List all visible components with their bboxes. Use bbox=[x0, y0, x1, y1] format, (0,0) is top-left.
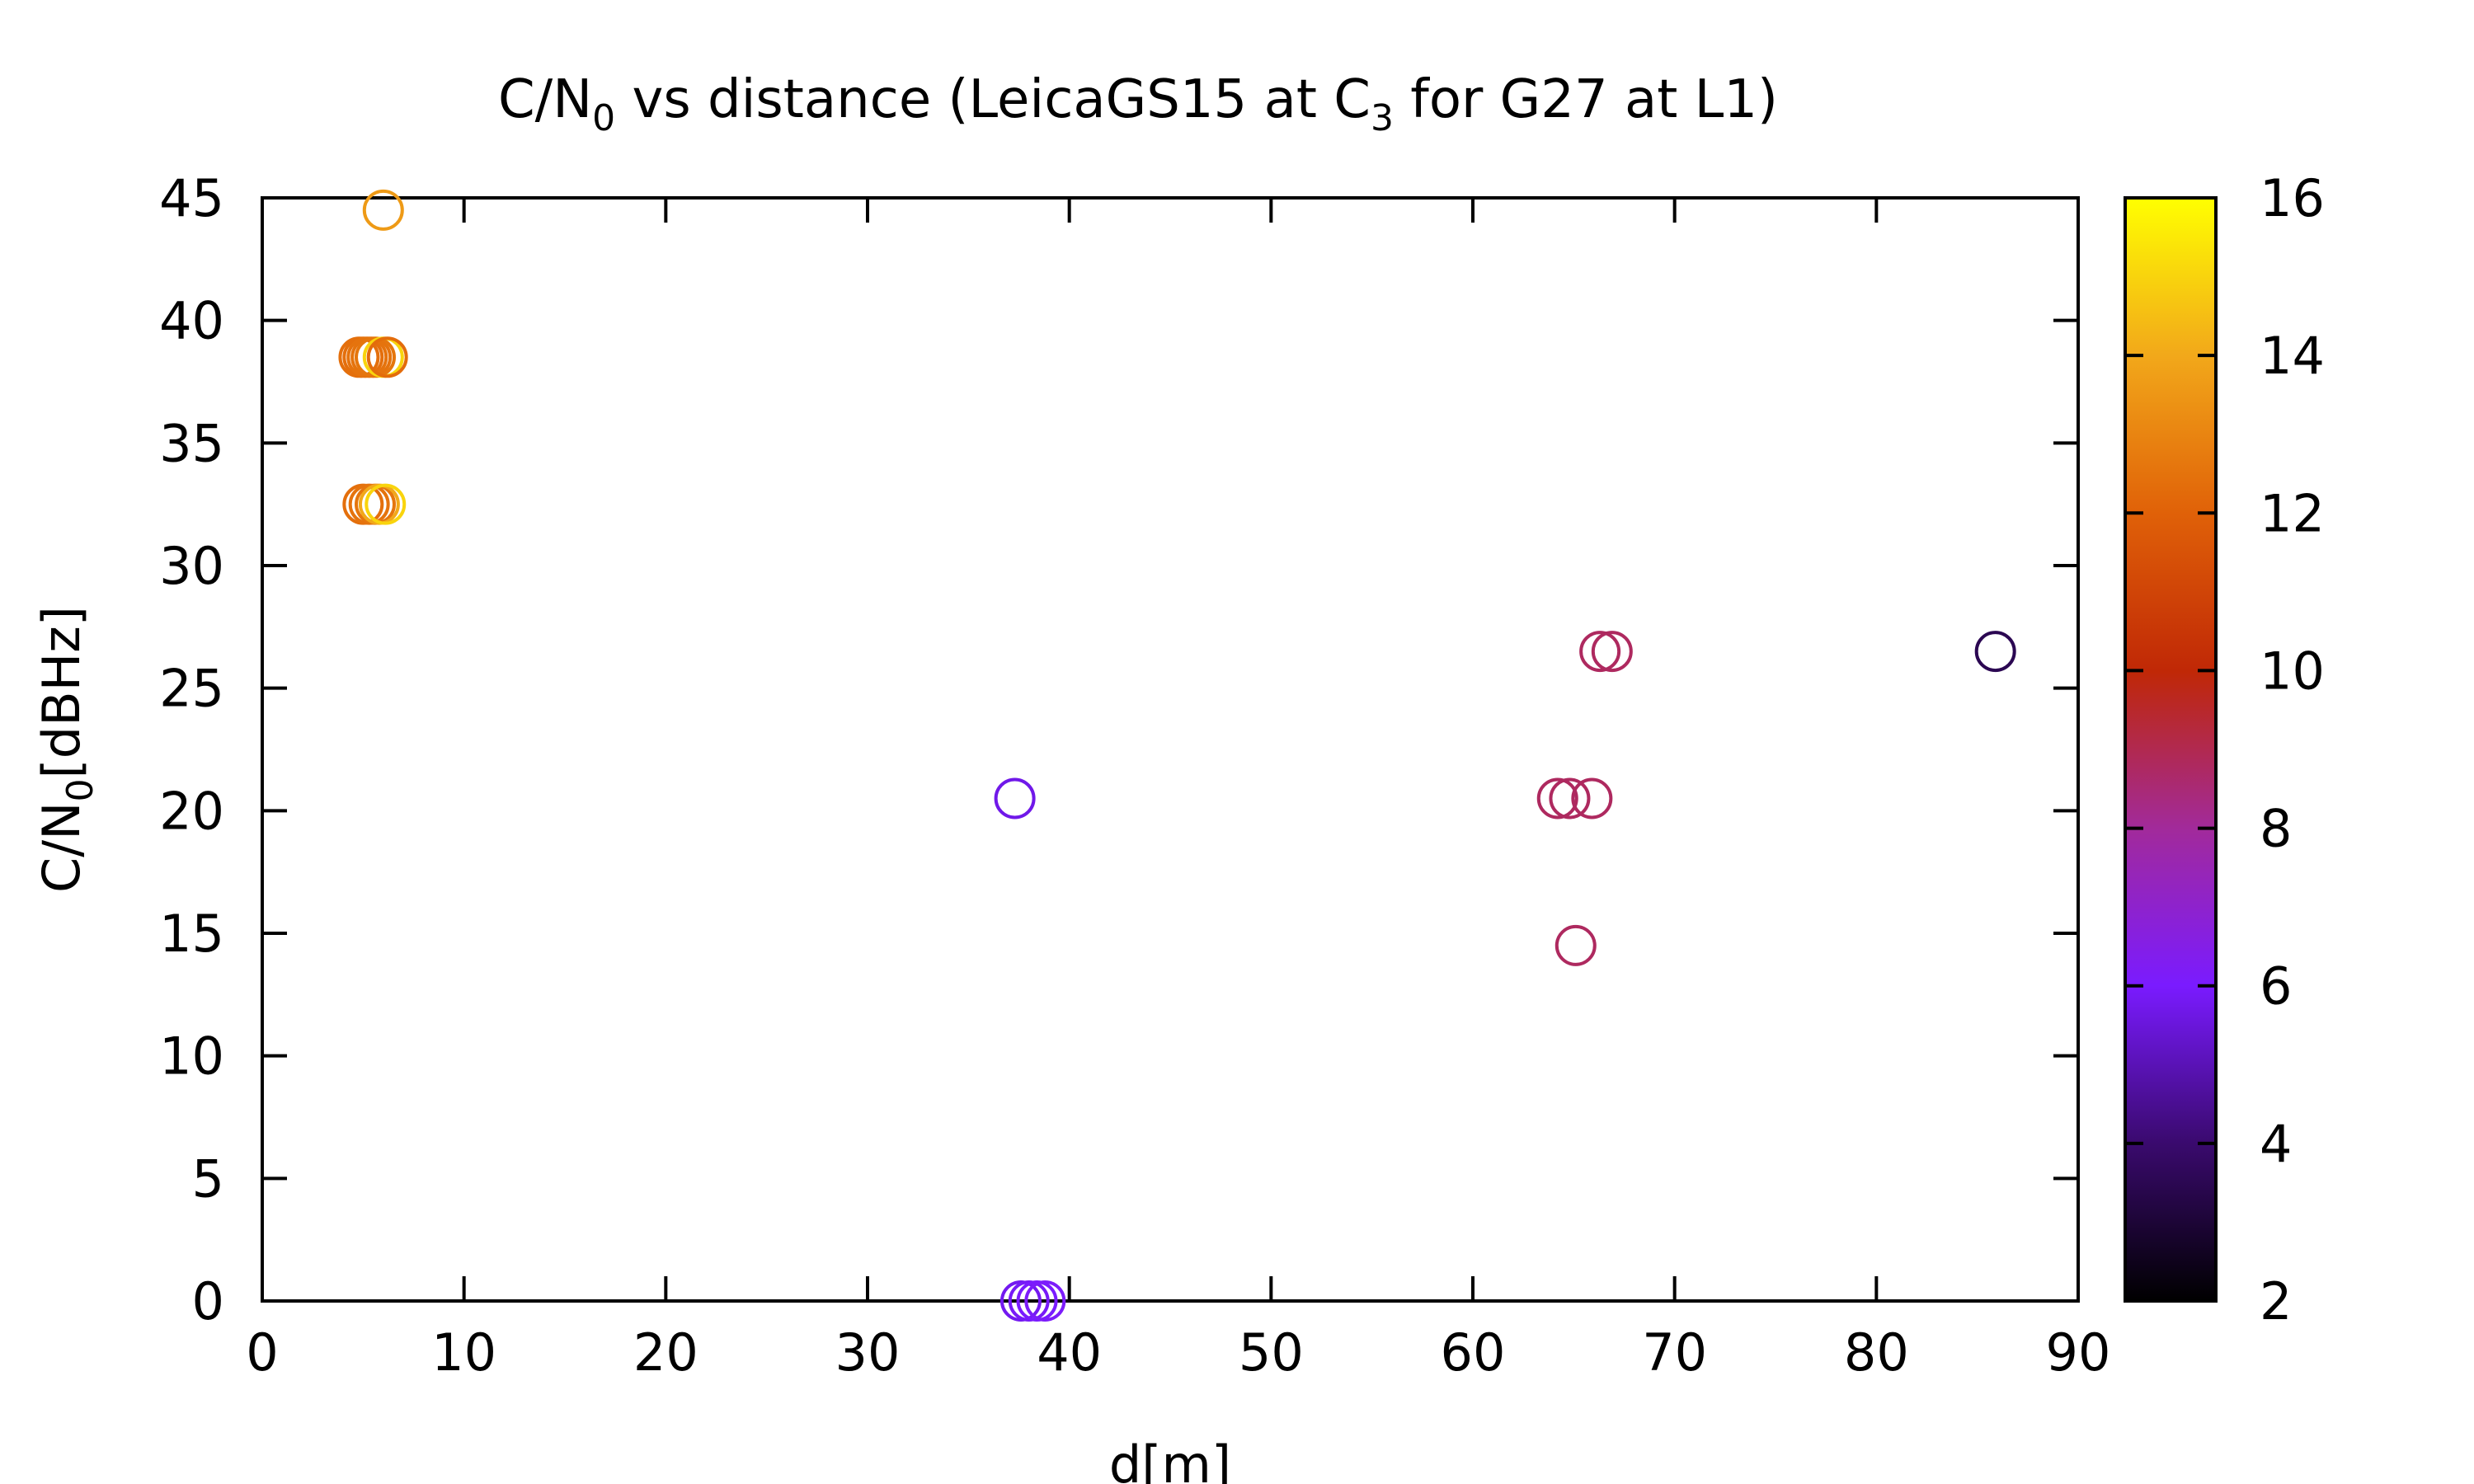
data-point bbox=[1579, 631, 1621, 673]
x-tick-label: 0 bbox=[246, 1322, 278, 1383]
x-tick-label: 70 bbox=[1642, 1322, 1707, 1383]
y-tick-label: 45 bbox=[159, 168, 224, 228]
y-tick-label: 15 bbox=[159, 904, 224, 964]
colorbar-ticks: 2 4 6 8 10 12 14 16 bbox=[2125, 168, 2325, 1331]
colorbar-tick-label: 4 bbox=[2260, 1114, 2292, 1174]
y-tick-label: 0 bbox=[192, 1271, 224, 1331]
y-tick-label: 20 bbox=[159, 781, 224, 841]
x-axis-label: d[m] bbox=[1109, 1435, 1231, 1484]
data-point bbox=[1591, 631, 1633, 673]
x-axis: 0 10 20 30 40 50 60 70 80 90 bbox=[246, 198, 2110, 1383]
colorbar-tick-label: 2 bbox=[2260, 1271, 2292, 1331]
data-point bbox=[1549, 777, 1591, 819]
data-point bbox=[1554, 924, 1597, 966]
x-tick-label: 40 bbox=[1037, 1322, 1102, 1383]
data-point bbox=[362, 189, 404, 231]
x-tick-label: 20 bbox=[633, 1322, 698, 1383]
data-point bbox=[365, 483, 407, 525]
data-point bbox=[1571, 777, 1613, 819]
colorbar bbox=[2124, 196, 2218, 1303]
data-point bbox=[1536, 777, 1578, 819]
data-points bbox=[338, 189, 2016, 1322]
plot-frame bbox=[261, 196, 2080, 1303]
chart-title: C/N0 vs distance (LeicaGS15 at C3 for G2… bbox=[498, 69, 1778, 139]
x-tick-label: 90 bbox=[2046, 1322, 2111, 1383]
colorbar-tick-label: 10 bbox=[2260, 641, 2325, 701]
x-tick-label: 10 bbox=[431, 1322, 496, 1383]
y-tick-label: 35 bbox=[159, 413, 224, 473]
colorbar-tick-label: 8 bbox=[2260, 799, 2292, 859]
y-axis-label: C/N0[dBHz] bbox=[31, 606, 101, 893]
colorbar-tick-label: 12 bbox=[2260, 483, 2325, 543]
x-tick-label: 80 bbox=[1844, 1322, 1909, 1383]
y-tick-label: 25 bbox=[159, 659, 224, 719]
y-tick-label: 10 bbox=[159, 1026, 224, 1087]
y-tick-label: 30 bbox=[159, 536, 224, 596]
data-point bbox=[1024, 1280, 1066, 1322]
data-point bbox=[994, 777, 1036, 819]
x-tick-label: 60 bbox=[1441, 1322, 1506, 1383]
y-tick-label: 40 bbox=[159, 291, 224, 351]
colorbar-tick-label: 14 bbox=[2260, 326, 2325, 386]
y-tick-label: 5 bbox=[192, 1148, 224, 1209]
y-axis: 0 5 10 15 20 25 30 35 40 45 bbox=[159, 168, 2078, 1331]
colorbar-tick-label: 6 bbox=[2260, 956, 2292, 1017]
x-tick-label: 50 bbox=[1239, 1322, 1304, 1383]
data-point bbox=[1974, 631, 2016, 673]
data-point bbox=[366, 336, 408, 378]
colorbar-tick-label: 16 bbox=[2260, 168, 2325, 228]
x-tick-label: 30 bbox=[835, 1322, 901, 1383]
